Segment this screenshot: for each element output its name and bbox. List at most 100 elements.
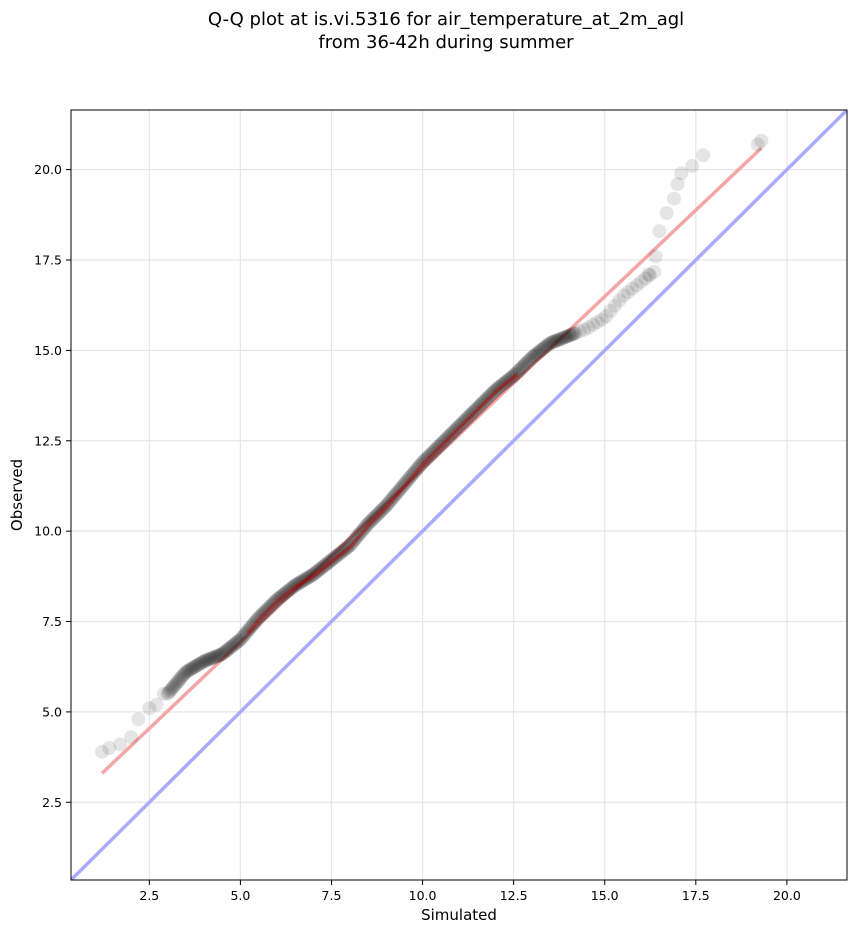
data-point	[564, 327, 579, 342]
data-point	[577, 322, 592, 337]
data-point	[372, 505, 387, 520]
plot-area	[71, 110, 847, 880]
grid	[71, 110, 847, 880]
data-point	[345, 535, 360, 550]
data-point	[358, 520, 373, 535]
data-point	[344, 536, 359, 551]
fit-overlay-point	[364, 524, 370, 530]
data-point	[522, 352, 537, 367]
data-point	[276, 587, 291, 602]
fit-overlay-point	[417, 465, 423, 471]
data-point	[245, 617, 260, 632]
data-point	[407, 464, 422, 479]
fit-overlay-point	[455, 426, 461, 432]
data-point	[239, 625, 254, 640]
data-point	[202, 652, 217, 667]
data-point	[94, 744, 109, 759]
fit-overlay-point	[313, 571, 319, 577]
data-point	[612, 293, 627, 308]
data-point	[607, 298, 622, 313]
data-point	[346, 533, 361, 548]
data-point	[270, 592, 285, 607]
fit-overlay-point	[282, 592, 288, 598]
data-point	[243, 620, 258, 635]
data-point	[396, 478, 411, 493]
data-point	[223, 640, 238, 655]
data-point	[390, 485, 405, 500]
x-tick-label: 10.0	[409, 888, 437, 903]
data-point	[178, 665, 193, 680]
y-tick-label: 7.5	[42, 614, 62, 629]
fit-overlay-point	[310, 574, 315, 579]
data-point	[558, 330, 573, 345]
data-point	[599, 309, 614, 324]
data-point	[383, 493, 398, 508]
data-point	[541, 337, 556, 352]
fit-overlay-point	[377, 511, 383, 517]
data-point	[498, 375, 513, 390]
data-point	[322, 554, 337, 569]
data-point	[174, 670, 189, 685]
fit-overlay-point	[264, 609, 270, 614]
data-point	[252, 610, 267, 625]
data-point	[282, 582, 297, 597]
data-point	[540, 338, 555, 353]
fit-overlay-point	[410, 474, 415, 479]
data-point	[275, 588, 290, 603]
data-point	[354, 524, 369, 539]
data-point	[509, 365, 524, 380]
data-point	[449, 421, 464, 436]
data-point	[433, 437, 448, 452]
data-point	[471, 399, 486, 414]
fit-overlay-point	[434, 448, 439, 454]
fit-overlay-point	[459, 423, 465, 428]
fit-overlay-point	[374, 515, 379, 520]
fit-overlay-point	[350, 542, 355, 547]
data-point	[305, 567, 320, 582]
fit-overlay-point	[332, 557, 337, 562]
data-point	[197, 654, 212, 669]
data-point	[508, 366, 523, 381]
data-point	[360, 517, 375, 532]
fit-overlay-point	[335, 554, 341, 559]
fit-overlay-point	[259, 614, 264, 620]
data-point	[314, 560, 329, 575]
fit-overlay-point	[352, 540, 357, 545]
data-point	[247, 616, 262, 631]
fit-overlay-point	[353, 537, 359, 543]
data-point	[321, 555, 336, 570]
data-point	[447, 423, 462, 438]
data-point	[220, 642, 235, 657]
data-point	[341, 539, 356, 554]
data-point	[444, 426, 459, 441]
data-point	[187, 660, 202, 675]
data-point	[501, 373, 516, 388]
data-point	[629, 278, 644, 293]
data-point	[432, 439, 447, 454]
data-point	[203, 651, 218, 666]
fit-line	[100, 146, 763, 775]
data-point	[370, 506, 385, 521]
data-point	[559, 329, 574, 344]
data-point	[194, 655, 209, 670]
fit-overlay-point	[505, 380, 510, 385]
data-point	[347, 532, 362, 547]
data-point	[333, 545, 348, 560]
data-point	[225, 638, 240, 653]
data-point	[365, 512, 380, 527]
data-point	[336, 543, 351, 558]
fit-overlay-point	[461, 421, 466, 426]
fit-overlay-point	[312, 573, 317, 578]
data-point	[513, 361, 528, 376]
data-point	[397, 476, 412, 491]
y-tick-label: 15.0	[34, 343, 62, 358]
data-point	[368, 509, 383, 524]
data-point	[486, 384, 501, 399]
data-point	[490, 381, 505, 396]
data-point	[423, 447, 438, 462]
y-tick-label: 5.0	[42, 704, 62, 719]
y-tick-label: 2.5	[42, 795, 62, 810]
data-point	[666, 191, 681, 206]
data-point	[340, 540, 355, 555]
data-point	[659, 206, 674, 221]
